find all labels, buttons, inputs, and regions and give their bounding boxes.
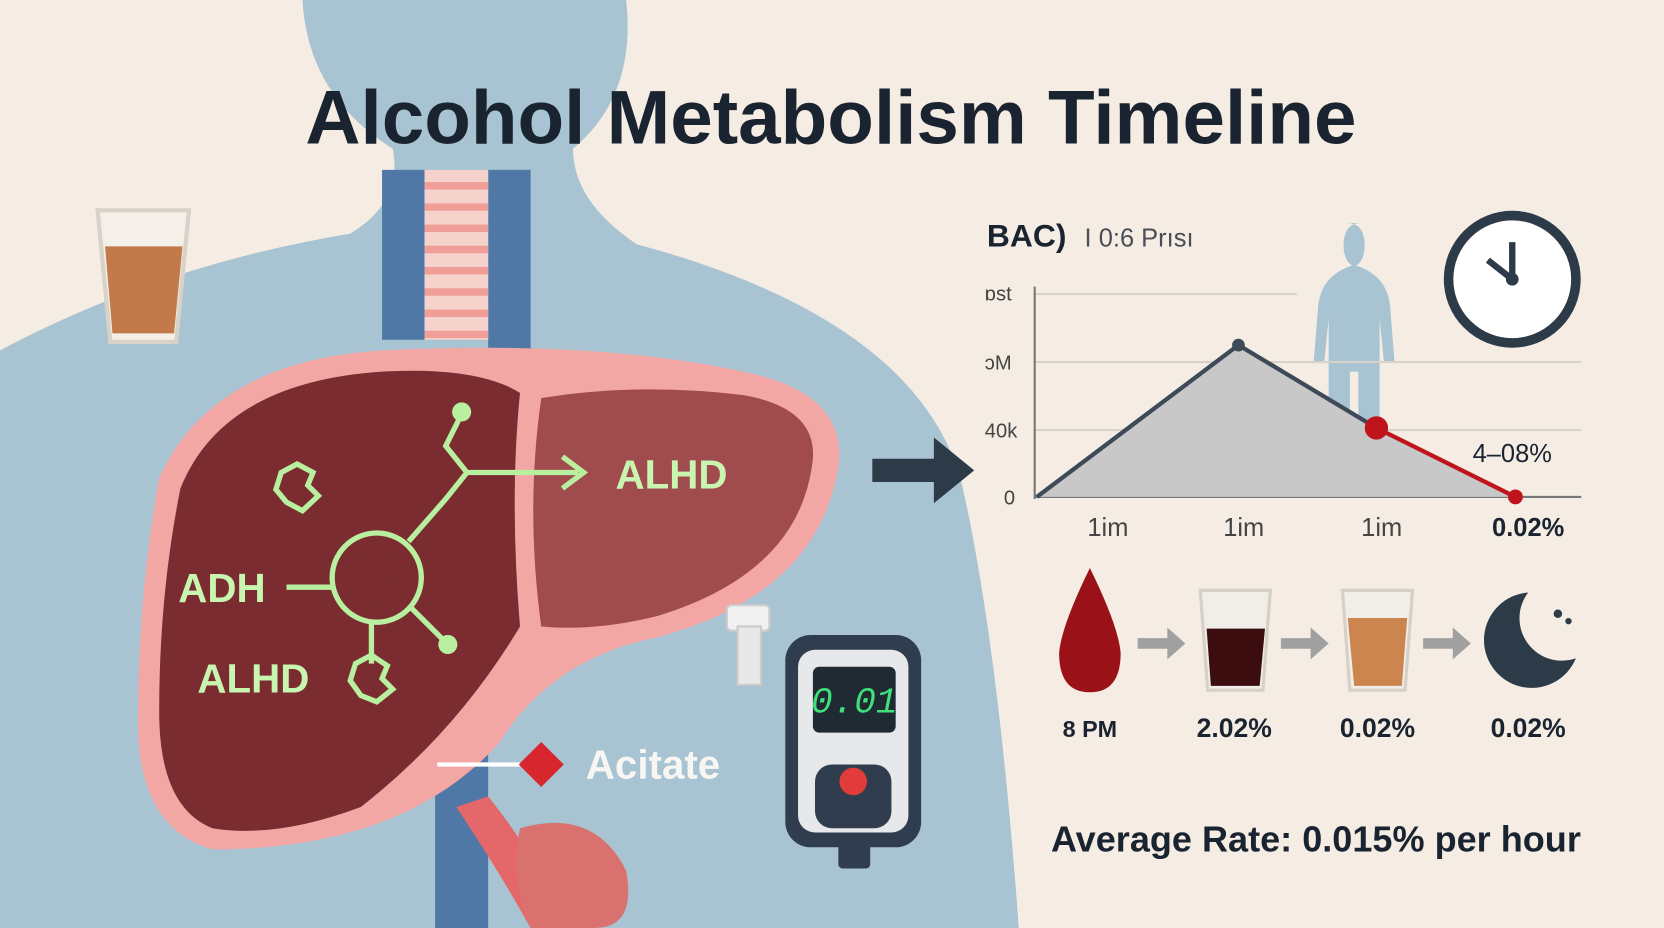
- y-label: ɔM: [985, 352, 1012, 374]
- chart-heading: BAC): [987, 217, 1067, 253]
- average-rate: Average Rate: 0.015% per hour: [1051, 819, 1581, 860]
- acetate-marker: [518, 741, 564, 788]
- reading: 0.01: [811, 682, 898, 723]
- person-icon: [1313, 222, 1395, 446]
- timeline: 8 PM 2.02% 0.02% 0.02%: [1059, 568, 1576, 743]
- glass-icon: [95, 208, 192, 345]
- enzyme-label: ADH: [178, 565, 265, 611]
- step-label: 2.02%: [1197, 713, 1272, 743]
- step-label: 8 PM: [1063, 716, 1117, 742]
- liver: ALHD ADH ALHD: [137, 347, 840, 850]
- x-label: 1im: [1223, 514, 1264, 542]
- x-label: 1im: [1087, 514, 1128, 542]
- breathalyzer: 0.01: [725, 604, 922, 869]
- x-label: 0.02%: [1492, 514, 1564, 542]
- enzyme-label: ALHD: [616, 451, 728, 497]
- clock-icon: [1443, 210, 1581, 348]
- step-label: 0.02%: [1340, 713, 1415, 743]
- x-label: 1im: [1361, 514, 1402, 542]
- product-label: Acitate: [586, 741, 720, 787]
- y-label: ɒst: [985, 283, 1012, 305]
- y-label: 0: [1004, 487, 1015, 509]
- title: Alcohol Metabolism Timeline: [305, 75, 1356, 160]
- y-label: 40k: [985, 420, 1018, 442]
- arrow: [872, 437, 975, 504]
- enzyme-label: ALHD: [197, 655, 309, 701]
- chart: BAC) I 0:6 Prısı ɒst ɔM 40k 0 4–08% 1im …: [985, 217, 1582, 542]
- step-label: 0.02%: [1491, 713, 1566, 743]
- annotation: 4–08%: [1473, 440, 1552, 468]
- chart-subheading: I 0:6 Prısı: [1085, 224, 1194, 252]
